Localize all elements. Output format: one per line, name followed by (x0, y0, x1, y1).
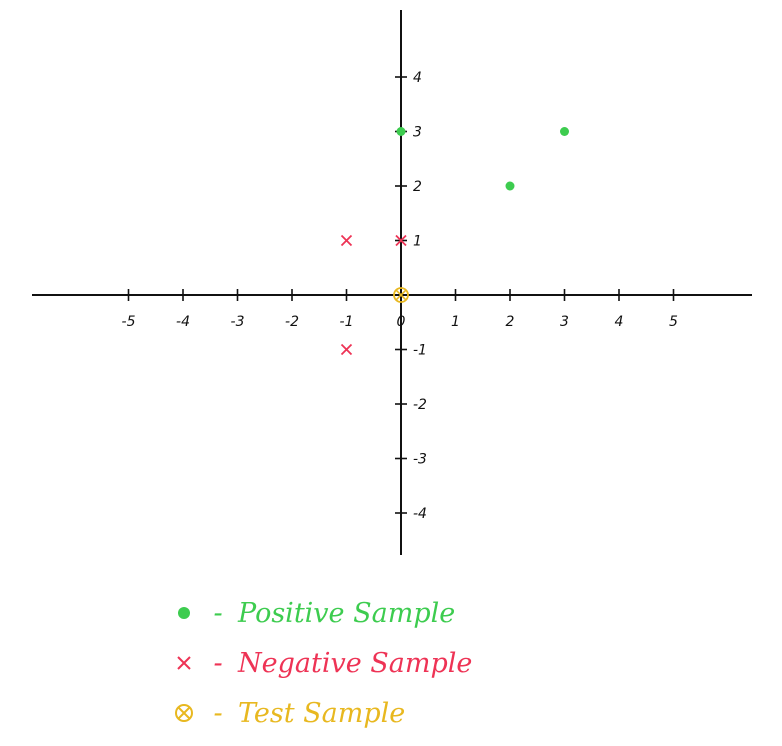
legend-dash: - (213, 647, 223, 679)
positive-sample-point (505, 181, 515, 191)
negative-sample-point (395, 234, 407, 247)
legend-item-test: - Test Sample (170, 688, 590, 738)
legend-label-test: Test Sample (238, 697, 406, 729)
positive-sample-point (396, 127, 406, 136)
scatter-plot: -5 -4 -3 -2 -1 0 1 2 3 4 5 4 3 2 1 -1 -2 -3 -4 (32, 10, 752, 555)
legend-label-positive: Positive Sample (238, 597, 456, 629)
negative-sample-point (340, 234, 353, 247)
legend-item-negative: - Negative Sample (170, 638, 590, 688)
x-tick-label: 2 (506, 314, 515, 330)
legend-dash: - (213, 697, 223, 729)
x-tick-label: 0 (397, 314, 406, 330)
legend-label-negative: Negative Sample (238, 647, 473, 679)
x-tick-label: 3 (560, 314, 569, 330)
y-tick-label: -2 (413, 397, 427, 413)
x-tick-label: -3 (231, 314, 245, 330)
legend: - Positive Sample - Negative Sample - Te… (170, 588, 590, 738)
y-tick-label: 1 (413, 234, 422, 250)
y-tick-label: 2 (413, 179, 422, 195)
legend-dash: - (213, 597, 223, 629)
test-sample-point (393, 287, 409, 303)
x-tick-label: -4 (176, 314, 190, 330)
y-tick-label: -1 (413, 343, 427, 359)
negative-sample-point (340, 343, 353, 356)
x-tick-label: 5 (669, 314, 678, 330)
x-tick-label: 1 (451, 314, 460, 330)
legend-item-positive: - Positive Sample (170, 588, 590, 638)
x-tick-label: -1 (340, 314, 354, 330)
x-icon (177, 656, 191, 670)
x-tick-label: -5 (122, 314, 136, 330)
y-tick-label: -3 (413, 452, 427, 468)
x-tick-label: 4 (615, 314, 624, 330)
x-tick-label: -2 (285, 314, 299, 330)
y-tick-label: 3 (413, 125, 422, 141)
dot-icon (178, 607, 190, 619)
y-tick-label: 4 (413, 70, 422, 86)
positive-sample-point (560, 127, 569, 136)
circle-x-icon (175, 704, 193, 722)
y-tick-label: -4 (413, 506, 427, 522)
